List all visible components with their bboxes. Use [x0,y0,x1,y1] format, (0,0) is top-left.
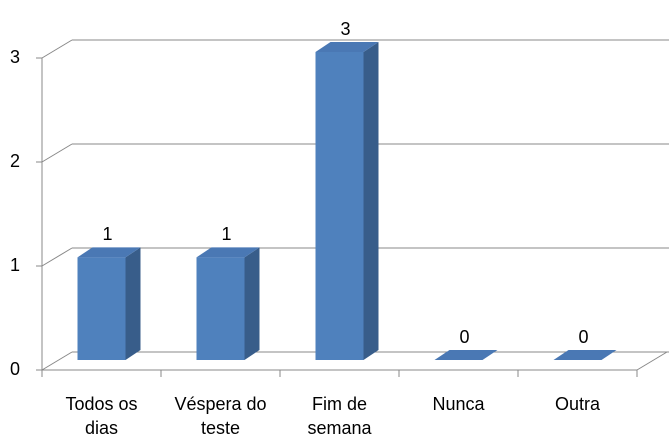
bar [77,247,141,360]
grid-line [41,351,73,371]
data-label: 3 [340,19,350,39]
y-tick-label: 0 [10,359,20,379]
x-tick-label: Outra [554,394,601,414]
bar-side [244,247,260,360]
x-tick-label: Véspera do teste [174,394,267,438]
bar [553,350,617,360]
bar-top [434,350,498,360]
x-tick-label: Todos os dias [65,394,138,438]
grid-line [41,39,73,59]
bar-top [553,350,617,360]
data-label: 1 [102,224,112,244]
bar-top [77,247,141,258]
floor-right [636,351,668,371]
y-tick-label: 2 [10,151,20,171]
bar-side [125,247,141,360]
data-label: 0 [578,327,588,347]
bar-top [315,42,379,52]
bar-top [196,247,260,258]
data-label: 0 [459,327,469,347]
y-tick-label: 1 [10,255,20,275]
bar-front [77,257,126,360]
bar-front [315,52,364,360]
bar [196,247,260,360]
bar [315,42,379,360]
grid-line [41,143,73,163]
grid-line [41,247,73,267]
bar [434,350,498,360]
x-tick-label: Fim de semana [307,394,372,438]
x-tick-label: Nunca [432,394,485,414]
y-tick-label: 3 [10,47,20,67]
bar-side [363,42,379,360]
bar-front [196,257,245,360]
data-label: 1 [221,224,231,244]
